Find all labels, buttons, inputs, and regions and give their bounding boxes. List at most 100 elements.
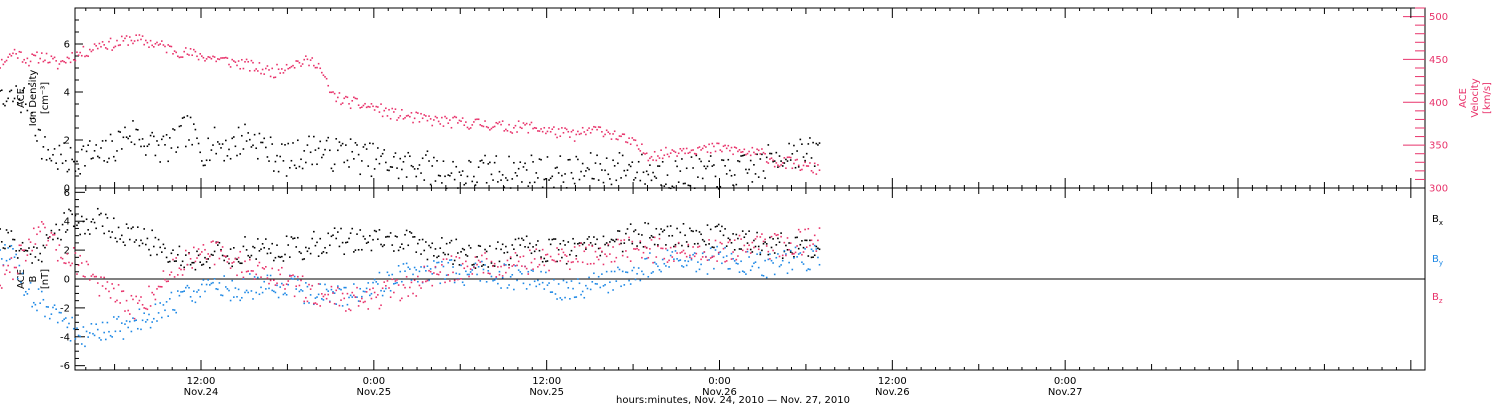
By-point — [90, 323, 93, 325]
Bx-point — [373, 229, 376, 232]
Bz-point — [553, 259, 555, 262]
velocity-point — [226, 57, 229, 59]
By-point — [125, 320, 128, 322]
Bx-point — [445, 242, 448, 245]
Bx-point — [68, 208, 70, 211]
Bx-point — [586, 238, 589, 240]
density-point — [428, 160, 430, 162]
Bz-point — [769, 258, 771, 260]
density-point — [90, 157, 93, 160]
velocity-point — [79, 51, 81, 54]
velocity-point — [152, 46, 155, 48]
By-point — [671, 251, 674, 253]
By-point — [709, 247, 712, 250]
Bx-point — [609, 241, 611, 243]
Bx-point — [394, 235, 397, 237]
Bz-point — [607, 243, 610, 246]
By-point — [633, 266, 635, 269]
Bx-point — [759, 253, 762, 256]
velocity-point — [0, 67, 1, 69]
By-point — [697, 261, 699, 263]
Bz-point — [770, 235, 773, 238]
Bx-point — [410, 232, 413, 234]
Bx-point — [335, 237, 338, 240]
velocity-point — [452, 116, 454, 119]
velocity-point — [204, 59, 206, 62]
Bz-point — [695, 252, 698, 255]
Bx-point — [501, 243, 504, 246]
velocity-point — [127, 44, 129, 46]
density-point — [120, 148, 123, 150]
By-point — [159, 302, 161, 304]
density-point — [202, 164, 205, 167]
By-point — [493, 279, 496, 281]
Bx-point — [199, 261, 201, 264]
Bx-point — [260, 248, 262, 251]
legend-entry: By — [1432, 254, 1443, 267]
velocity-point — [684, 152, 686, 155]
velocity-point — [743, 148, 746, 151]
Bz-point — [791, 253, 794, 255]
density-point — [685, 167, 688, 170]
Bz-point — [516, 264, 518, 267]
velocity-point — [380, 103, 382, 105]
density-point — [505, 177, 507, 179]
Bz-point — [761, 233, 763, 235]
Bx-point — [642, 246, 645, 248]
velocity-point — [112, 46, 115, 49]
Bz-point — [289, 275, 291, 277]
Bz-point — [745, 251, 747, 253]
density-point — [789, 159, 792, 161]
density-point — [361, 160, 363, 162]
density-point — [330, 167, 333, 170]
velocity-point — [818, 169, 821, 172]
By-point — [714, 249, 717, 251]
Bx-point — [463, 248, 466, 251]
By-point — [537, 279, 539, 282]
By-point — [76, 327, 78, 329]
By-point — [192, 290, 195, 293]
velocity-point — [241, 58, 243, 61]
density-point — [277, 170, 280, 173]
density-point — [327, 136, 330, 139]
Bx-point — [135, 239, 137, 241]
By-point — [221, 294, 224, 297]
Bx-point — [104, 213, 107, 216]
velocity-point — [661, 157, 664, 160]
velocity-point — [524, 124, 526, 126]
Bx-point — [301, 258, 304, 261]
Bz-point — [295, 285, 298, 288]
Bx-point — [629, 223, 632, 225]
velocity-point — [797, 164, 800, 167]
By-point — [337, 285, 339, 287]
density-point — [532, 161, 534, 163]
Bz-point — [557, 253, 560, 256]
Bz-point — [172, 258, 174, 261]
Bx-point — [39, 252, 41, 255]
density-point — [383, 149, 386, 151]
velocity-point — [658, 157, 661, 159]
Bz-point — [597, 258, 600, 261]
density-point — [748, 168, 750, 171]
By-point — [68, 322, 70, 325]
Bx-point — [650, 234, 653, 237]
velocity-point — [601, 130, 603, 133]
Bx-point — [23, 250, 25, 252]
By-point — [797, 253, 800, 255]
x-tick-date: Nov.24 — [184, 387, 219, 398]
velocity-point — [268, 69, 270, 71]
velocity-point — [514, 124, 517, 127]
Bz-point — [116, 299, 118, 302]
velocity-point — [231, 58, 234, 61]
density-point — [130, 141, 133, 143]
Bx-point — [71, 213, 73, 216]
By-point — [367, 282, 370, 284]
Bz-point — [111, 283, 113, 285]
Bz-point — [345, 310, 347, 312]
Bx-point — [170, 252, 173, 255]
Bx-point — [103, 232, 105, 235]
density-point — [109, 133, 112, 136]
Bz-point — [796, 245, 798, 247]
Bx-point — [810, 256, 813, 259]
Bz-point — [175, 257, 177, 259]
